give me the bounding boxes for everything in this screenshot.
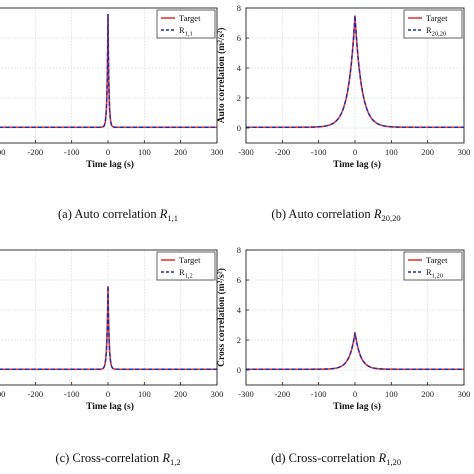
x-tick-label: 100 xyxy=(138,389,151,399)
legend-r-label: R1,20 xyxy=(426,267,443,280)
x-tick-label: -100 xyxy=(311,389,327,399)
y-tick-label: 6 xyxy=(237,33,241,43)
x-tick-label: 0 xyxy=(106,147,110,157)
x-tick-label: 100 xyxy=(138,147,151,157)
x-tick-label: 200 xyxy=(174,147,187,157)
y-tick-label: 2 xyxy=(237,335,241,345)
legend-target-label: Target xyxy=(179,255,201,265)
legend-r-label: R20,20 xyxy=(426,25,446,38)
x-tick-label: 0 xyxy=(353,147,357,157)
legend-r-label: R1,1 xyxy=(179,25,193,38)
legend-r-label: R1,2 xyxy=(179,267,193,280)
legend-target-label: Target xyxy=(426,13,448,23)
y-tick-label: 8 xyxy=(237,3,241,13)
legend: Target R1,2 xyxy=(156,251,216,281)
x-tick-label: -300 xyxy=(238,147,254,157)
x-axis-label: Time lag (s) xyxy=(333,159,381,170)
panel-d: -300 -200 -100 0 100 200 300 0 2 4 6 8 Time lag (s) C… xyxy=(216,245,470,467)
x-tick-label: -200 xyxy=(275,147,291,157)
x-tick-label: -200 xyxy=(28,389,44,399)
x-axis-label: Time lag (s) xyxy=(86,401,134,412)
x-tick-label: 100 xyxy=(385,389,398,399)
legend-box xyxy=(156,9,216,39)
x-tick-label: -200 xyxy=(275,389,291,399)
x-tick-label: -100 xyxy=(311,147,327,157)
y-tick-label: 0 xyxy=(237,123,241,133)
y-tick-label: 4 xyxy=(237,63,242,73)
x-tick-label: 200 xyxy=(421,389,434,399)
legend-box xyxy=(156,251,216,281)
x-tick-label: 300 xyxy=(0,389,5,399)
x-tick-label: 300 xyxy=(458,147,471,157)
x-tick-label: 200 xyxy=(174,389,187,399)
legend-target-label: Target xyxy=(179,13,201,23)
panel-caption: (b) Auto correlation R20,20 xyxy=(271,207,400,223)
y-tick-label: 8 xyxy=(237,245,241,255)
legend: Target R1,1 xyxy=(156,9,216,39)
panel-b: -300 -200 -100 0 100 200 300 0 2 4 6 8 Time lag (s) A… xyxy=(216,3,470,223)
series-r-line xyxy=(246,15,464,128)
x-tick-label: 300 xyxy=(211,147,224,157)
x-tick-label: 0 xyxy=(353,389,357,399)
series-r-line xyxy=(0,13,217,128)
y-tick-label: 6 xyxy=(237,275,241,285)
x-tick-label: 200 xyxy=(421,147,434,157)
panel-caption: (a) Auto correlation R1,1 xyxy=(58,207,178,223)
y-tick-label: 0 xyxy=(237,365,241,375)
y-tick-label: 4 xyxy=(237,305,242,315)
panel-a: 300 -200 -100 0 100 200 300 Time lag (s) Target R… xyxy=(0,7,224,223)
panel-c: 300 -200 -100 0 100 200 300 Time lag (s) Target R… xyxy=(0,249,224,467)
y-tick-label: 2 xyxy=(237,93,241,103)
x-tick-label: -100 xyxy=(64,147,80,157)
panel-caption: (c) Cross-correlation R1,2 xyxy=(55,451,180,467)
legend-box xyxy=(403,251,463,281)
legend-target-label: Target xyxy=(426,255,448,265)
y-axis-label: Cross correlation (m²/s²) xyxy=(216,268,227,367)
x-tick-label: -100 xyxy=(64,389,80,399)
series-r-line xyxy=(246,332,464,370)
x-tick-label: 300 xyxy=(211,389,224,399)
legend-box xyxy=(403,9,463,39)
x-axis-label: Time lag (s) xyxy=(333,401,381,412)
x-axis-label: Time lag (s) xyxy=(86,159,134,170)
y-axis-label: Auto correlation (m²/s²) xyxy=(216,28,227,124)
x-tick-label: 0 xyxy=(106,389,110,399)
x-tick-label: -200 xyxy=(28,147,44,157)
x-tick-label: -300 xyxy=(238,389,254,399)
x-tick-label: 300 xyxy=(458,389,471,399)
legend: Target R1,20 xyxy=(403,251,463,281)
legend: Target R20,20 xyxy=(403,9,463,39)
series-r-line xyxy=(0,285,217,370)
x-tick-label: 300 xyxy=(0,147,5,157)
x-tick-label: 100 xyxy=(385,147,398,157)
panel-caption: (d) Cross-correlation R1,20 xyxy=(271,451,401,467)
